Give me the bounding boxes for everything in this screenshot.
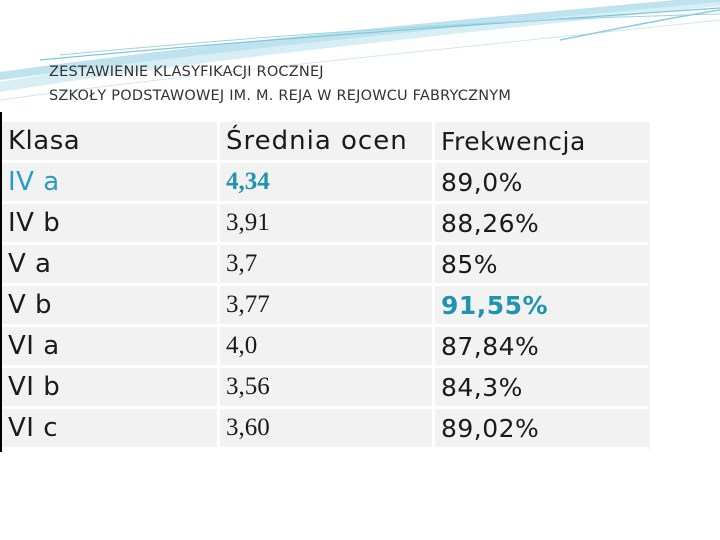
table-row: VI c 3,60 89,02%: [2, 409, 648, 450]
table-row: IV b 3,91 88,26%: [2, 204, 648, 245]
header-frekwencja: Frekwencja: [434, 122, 648, 163]
cell-klasa: VI a: [2, 327, 220, 368]
cell-srednia: 3,77: [220, 286, 435, 327]
cell-srednia: 3,91: [220, 204, 435, 245]
table-row: V b 3,77 91,55%: [2, 286, 648, 327]
cell-frekwencja: 89,02%: [434, 409, 648, 450]
cell-frekwencja: 84,3%: [434, 368, 648, 409]
cell-frekwencja: 87,84%: [434, 327, 648, 368]
cell-srednia: 3,7: [220, 245, 435, 286]
header-srednia: Średnia ocen: [220, 122, 435, 163]
cell-klasa: IV a: [2, 163, 220, 204]
cell-klasa: VI c: [2, 409, 220, 450]
cell-frekwencja: 85%: [434, 245, 648, 286]
cell-frekwencja: 88,26%: [434, 204, 648, 245]
table-header-row: Klasa Średnia ocen Frekwencja: [2, 122, 648, 163]
title-line-1: ZESTAWIENIE KLASYFIKACJI ROCZNEJ: [49, 64, 324, 80]
cell-srednia: 3,60: [220, 409, 435, 450]
cell-klasa: V b: [2, 286, 220, 327]
header-klasa: Klasa: [2, 122, 220, 163]
cell-klasa: IV b: [2, 204, 220, 245]
results-table: Klasa Średnia ocen Frekwencja IV a 4,34 …: [2, 122, 648, 450]
left-border-rule: [0, 112, 2, 452]
cell-srednia: 3,56: [220, 368, 435, 409]
cell-frekwencja: 89,0%: [434, 163, 648, 204]
cell-klasa: V a: [2, 245, 220, 286]
table-row: VI a 4,0 87,84%: [2, 327, 648, 368]
table-row: VI b 3,56 84,3%: [2, 368, 648, 409]
cell-frekwencja: 91,55%: [434, 286, 648, 327]
cell-srednia: 4,34: [220, 163, 435, 204]
cell-srednia: 4,0: [220, 327, 435, 368]
table-row: V a 3,7 85%: [2, 245, 648, 286]
cell-klasa: VI b: [2, 368, 220, 409]
title-line-2: SZKOŁY PODSTAWOWEJ IM. M. REJA W REJOWCU…: [49, 88, 512, 104]
decorative-swoosh: [0, 0, 720, 101]
table-row: IV a 4,34 89,0%: [2, 163, 648, 204]
results-table-container: Klasa Średnia ocen Frekwencja IV a 4,34 …: [2, 122, 650, 450]
